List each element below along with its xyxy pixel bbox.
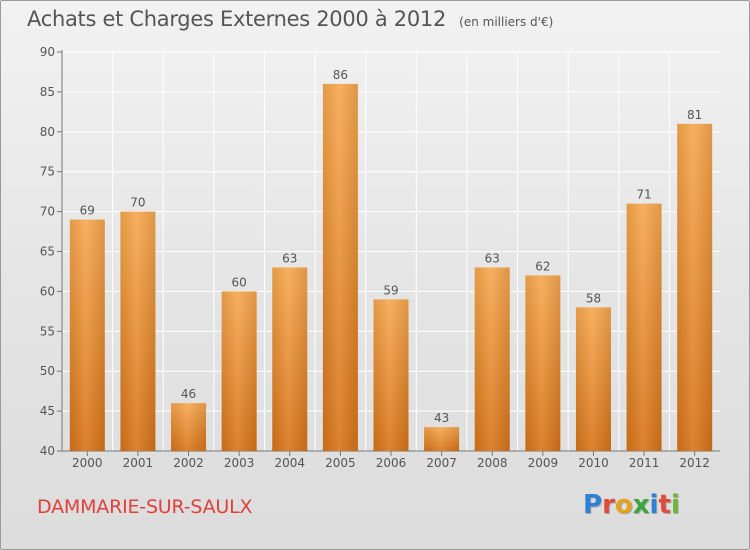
- data-label: 46: [181, 387, 196, 401]
- data-label: 70: [130, 196, 145, 210]
- bar-shine: [677, 123, 713, 451]
- x-tick-label: 2004: [274, 456, 305, 470]
- data-label: 60: [232, 275, 247, 289]
- y-tick-label: 65: [40, 245, 55, 259]
- y-tick-label: 90: [40, 45, 55, 59]
- x-tick-label: 2012: [679, 456, 710, 470]
- bars: [69, 83, 713, 452]
- data-label: 81: [687, 108, 702, 122]
- axes: 40 45 50 55 60 65 70 75 80 85 90 2000 2001 2002 2003 20…: [40, 45, 720, 470]
- x-tick-label: 2002: [173, 456, 204, 470]
- bar-shine: [69, 219, 105, 451]
- x-tick-label: 2000: [72, 456, 103, 470]
- chart-subtitle: (en milliers d'€): [459, 15, 554, 29]
- chart-title-block: Achats et Charges Externes 2000 à 2012 (…: [27, 7, 553, 31]
- data-label: 63: [282, 251, 297, 265]
- data-label: 71: [636, 188, 651, 202]
- x-tick-label: 2005: [325, 456, 356, 470]
- x-tick-label: 2001: [123, 456, 154, 470]
- logo-letter: r: [602, 490, 615, 520]
- x-tick-label: 2009: [528, 456, 559, 470]
- data-label: 43: [434, 411, 449, 425]
- y-tick-label: 80: [40, 125, 55, 139]
- bar-shine: [525, 275, 561, 451]
- data-label: 62: [535, 259, 550, 273]
- bar-shine: [474, 267, 510, 451]
- bar-shine: [424, 427, 460, 451]
- y-tick-label: 55: [40, 324, 55, 338]
- logo-letter: i: [670, 490, 680, 520]
- x-tick-label: 2011: [629, 456, 660, 470]
- x-tick-label: 2006: [376, 456, 407, 470]
- bar-shine: [322, 83, 358, 452]
- chart-title: Achats et Charges Externes 2000 à 2012: [27, 7, 447, 31]
- data-label: 59: [383, 283, 398, 297]
- bar-shine: [626, 203, 662, 451]
- bar-shine: [120, 211, 156, 451]
- bar-shine: [221, 291, 257, 451]
- logo-letter: i: [649, 490, 659, 520]
- y-tick-label: 40: [40, 444, 55, 458]
- bar-shine: [575, 307, 611, 451]
- y-tick-label: 50: [40, 364, 55, 378]
- x-tick-label: 2007: [426, 456, 457, 470]
- bar-shine: [272, 267, 308, 451]
- x-tick-label: 2010: [578, 456, 609, 470]
- x-tick-label: 2003: [224, 456, 255, 470]
- logo-letter: t: [658, 490, 671, 520]
- data-label: 63: [485, 251, 500, 265]
- logo-letter: o: [614, 490, 633, 520]
- data-label: 58: [586, 291, 601, 305]
- y-tick-label: 45: [40, 404, 55, 418]
- logo-letter: P: [583, 490, 603, 520]
- data-label: 86: [333, 68, 348, 82]
- proxiti-logo: Proxiti: [583, 490, 680, 520]
- data-labels: 69 70 46 60 63 86 59 43 63 62 58 71 81: [80, 68, 703, 425]
- y-tick-label: 60: [40, 284, 55, 298]
- data-label: 69: [80, 204, 95, 218]
- y-tick-label: 75: [40, 165, 55, 179]
- x-tick-label: 2008: [477, 456, 508, 470]
- y-tick-label: 85: [40, 85, 55, 99]
- bar-shine: [373, 299, 409, 451]
- logo-letter: x: [632, 490, 650, 520]
- y-tick-label: 70: [40, 205, 55, 219]
- bar-shine: [171, 403, 207, 451]
- commune-name: DAMMARIE-SUR-SAULX: [37, 496, 253, 518]
